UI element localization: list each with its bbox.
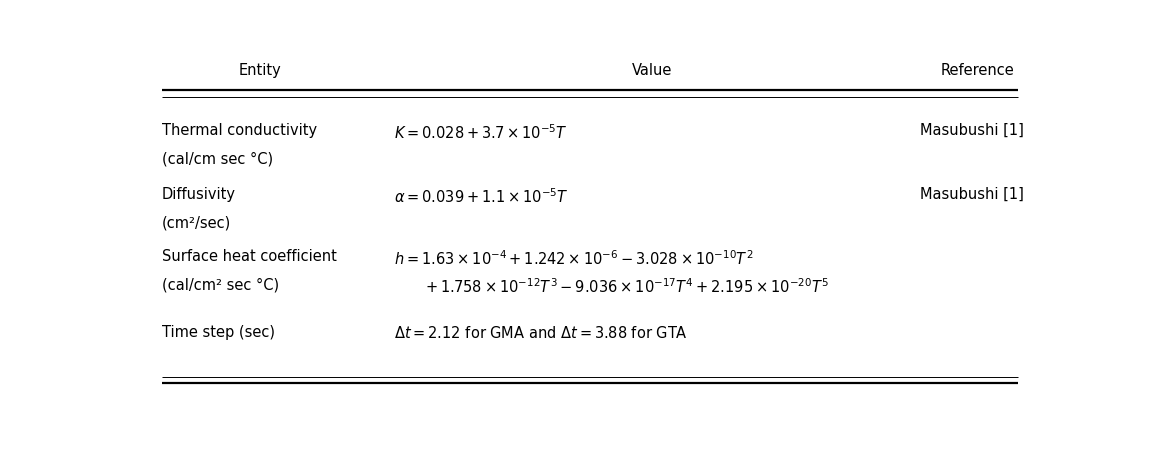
Text: $h = 1.63 \times 10^{-4} + 1.242 \times 10^{-6} - 3.028 \times 10^{-10}T^2$: $h = 1.63 \times 10^{-4} + 1.242 \times … — [394, 249, 753, 268]
Text: Reference: Reference — [942, 63, 1015, 78]
Text: Thermal conductivity: Thermal conductivity — [161, 123, 317, 138]
Text: Entity: Entity — [238, 63, 281, 78]
Text: $\quad\quad + 1.758 \times 10^{-12}T^3 - 9.036 \times 10^{-17}T^4 + 2.195 \times: $\quad\quad + 1.758 \times 10^{-12}T^3 -… — [394, 277, 829, 296]
Text: (cal/cm sec °C): (cal/cm sec °C) — [161, 151, 273, 167]
Text: Masubushi [1]: Masubushi [1] — [920, 187, 1023, 202]
Text: (cal/cm² sec °C): (cal/cm² sec °C) — [161, 277, 279, 293]
Text: Value: Value — [632, 63, 672, 78]
Text: Masubushi [1]: Masubushi [1] — [920, 123, 1023, 138]
Text: $K = 0.028 + 3.7 \times 10^{-5}T$: $K = 0.028 + 3.7 \times 10^{-5}T$ — [394, 123, 567, 142]
Text: (cm²/sec): (cm²/sec) — [161, 216, 231, 230]
Text: $\Delta t = 2.12$ for GMA and $\Delta t = 3.88$ for GTA: $\Delta t = 2.12$ for GMA and $\Delta t … — [394, 325, 687, 341]
Text: Time step (sec): Time step (sec) — [161, 325, 275, 340]
Text: $\alpha = 0.039 + 1.1 \times 10^{-5}T$: $\alpha = 0.039 + 1.1 \times 10^{-5}T$ — [394, 187, 569, 206]
Text: Diffusivity: Diffusivity — [161, 187, 236, 202]
Text: Surface heat coefficient: Surface heat coefficient — [161, 249, 336, 264]
